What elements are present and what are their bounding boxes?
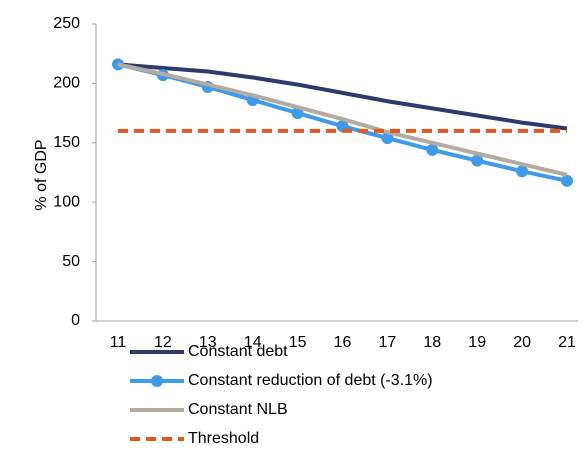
x-tick-label: 12 <box>154 334 172 351</box>
point <box>112 58 124 71</box>
legend-label: Threshold <box>188 430 259 447</box>
y-tick-label: 0 <box>71 312 80 329</box>
legend-label: Constant reduction of debt (-3.1%) <box>188 372 433 389</box>
x-tick-label: 14 <box>244 334 262 351</box>
y-tick-label: 200 <box>53 75 80 92</box>
x-tick-label: 13 <box>199 334 217 351</box>
x-tick-label: 20 <box>513 334 531 351</box>
y-tick-label: 100 <box>53 193 80 210</box>
x-tick-label: 15 <box>289 334 307 351</box>
point <box>561 174 573 187</box>
point <box>471 154 484 167</box>
legend-label: Constant debt <box>188 343 288 360</box>
legend-label: Constant NLB <box>188 401 288 418</box>
y-tick-label: 250 <box>53 15 80 32</box>
point <box>426 143 439 156</box>
legend-marker <box>151 375 163 387</box>
x-tick-label: 16 <box>334 334 352 351</box>
y-tick-label: 150 <box>53 134 80 151</box>
y-tick-label: 50 <box>62 253 80 270</box>
x-tick-label: 18 <box>423 334 441 351</box>
point <box>291 107 304 120</box>
x-tick-label: 11 <box>110 334 127 351</box>
point <box>516 165 529 178</box>
point <box>381 132 394 145</box>
series-line <box>117 62 568 131</box>
x-tick-label: 17 <box>379 334 397 351</box>
series-line <box>117 62 568 177</box>
x-tick-label: 21 <box>558 334 576 351</box>
y-axis-label: % of GDP <box>33 139 50 210</box>
x-tick-label: 19 <box>468 334 486 351</box>
